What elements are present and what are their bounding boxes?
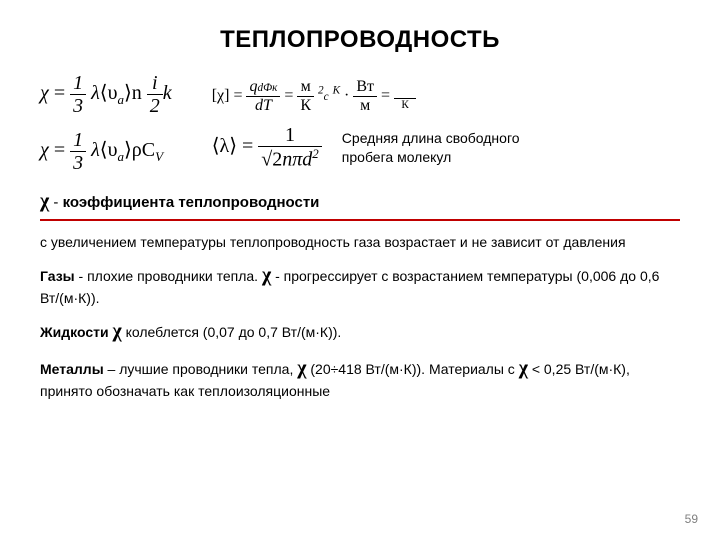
- k: k: [163, 82, 172, 104]
- chi-symbol: χ: [40, 82, 49, 104]
- fraction-i-2: i 2: [147, 72, 163, 117]
- dot: ·: [344, 87, 349, 104]
- units-lhs: [χ]: [212, 87, 230, 104]
- chi-large-icon: χ: [40, 190, 49, 212]
- gases-label: Газы: [40, 268, 75, 284]
- formula-units: [χ] = qdФк dT = м К 2с К · Вт м =: [212, 78, 562, 114]
- equals: =: [54, 139, 70, 161]
- unit-sec: с: [324, 91, 329, 103]
- metals-label: Металлы: [40, 361, 104, 377]
- formula-lambda-mean: ⟨λ⟩ = 1 √2nπd2: [212, 124, 322, 171]
- liquids-label: Жидкости: [40, 324, 112, 340]
- chi-definition-text: коэффициента теплопроводности: [63, 194, 320, 211]
- page-number: 59: [685, 512, 698, 526]
- fraction-1-3: 1 3: [70, 129, 86, 174]
- v-mean-open: ⟨υ: [100, 82, 118, 104]
- chi-inline-icon: χ: [262, 264, 271, 286]
- free-path-caption: Средняя длина свободного пробега молекул: [342, 129, 562, 165]
- formula-row: χ = 1 3 λ⟨υa⟩n i 2 k χ = 1 3: [40, 72, 680, 174]
- chi-inline-icon: χ: [112, 320, 121, 342]
- free-path-row: ⟨λ⟩ = 1 √2nπd2 Средняя длина свободного …: [212, 124, 562, 171]
- cv-sub: V: [155, 149, 163, 164]
- divider-red: [40, 219, 680, 221]
- paragraph-1: с увеличением температуры теплопроводнос…: [40, 233, 680, 252]
- frac-W-m: Вт м: [353, 78, 377, 114]
- chi-definition: χ - коэффициента теплопроводности: [40, 190, 680, 213]
- rho-cv: ⟩ρC: [124, 139, 155, 161]
- right-formulas: [χ] = qdФк dT = м К 2с К · Вт м =: [212, 72, 562, 171]
- frac-empty-K: К: [394, 81, 416, 112]
- v-mean-close: ⟩n: [124, 82, 142, 104]
- formula-chi-1: χ = 1 3 λ⟨υa⟩n i 2 k: [40, 72, 172, 117]
- slide: ТЕПЛОПРОВОДНОСТЬ χ = 1 3 λ⟨υa⟩n i 2 k χ: [0, 0, 720, 540]
- frac-free-path: 1 √2nπd2: [258, 124, 322, 171]
- chi-inline-icon: χ: [297, 357, 306, 379]
- sqrt2: √2: [261, 149, 282, 171]
- left-formulas: χ = 1 3 λ⟨υa⟩n i 2 k χ = 1 3: [40, 72, 172, 174]
- chi-inline-icon: χ: [519, 357, 528, 379]
- chi-symbol: χ: [40, 139, 49, 161]
- paragraph-metals: Металлы – лучшие проводники тепла, χ (20…: [40, 355, 680, 401]
- frac-m-K: м К: [297, 78, 314, 114]
- lambda: λ: [91, 139, 100, 161]
- equals: =: [381, 87, 394, 104]
- equals: =: [284, 87, 297, 104]
- formula-chi-2: χ = 1 3 λ⟨υa⟩ρCV: [40, 129, 172, 174]
- equals: =: [54, 82, 70, 104]
- paragraph-gases: Газы - плохие проводники тепла. χ - прог…: [40, 262, 680, 308]
- lambda-mean: ⟨λ⟩: [212, 135, 237, 157]
- unit-K-small: К: [333, 84, 340, 96]
- paragraph-liquids: Жидкости χ колеблется (0,07 до 0,7 Вт/(м…: [40, 318, 680, 345]
- lambda: λ: [91, 82, 100, 104]
- page-title: ТЕПЛОПРОВОДНОСТЬ: [40, 26, 680, 54]
- equals: =: [233, 87, 242, 104]
- fraction-1-3: 1 3: [70, 72, 86, 117]
- frac-q-dT: qdФк dT: [246, 78, 280, 114]
- v-mean-open: ⟨υ: [100, 139, 118, 161]
- equals: =: [242, 135, 258, 157]
